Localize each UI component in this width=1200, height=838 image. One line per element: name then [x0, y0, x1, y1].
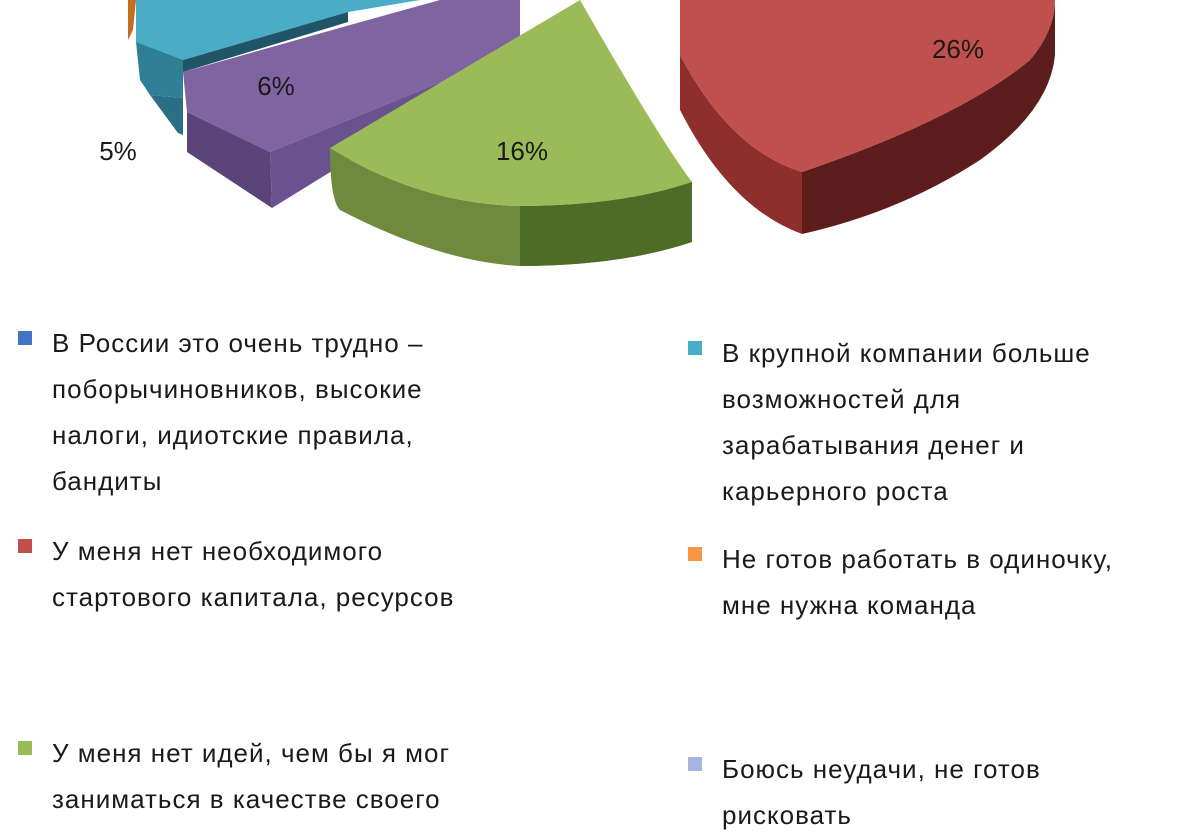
legend-label: стартового капитала, ресурсов — [52, 582, 455, 612]
legend-label: возможностей для — [722, 384, 962, 414]
legend-swatch — [18, 741, 32, 755]
legend-swatch — [688, 757, 702, 771]
legend-label: бандиты — [52, 466, 163, 496]
pie-slice-green — [330, 0, 692, 266]
pie-slice-red — [680, 0, 1055, 234]
legend-label: налоги, идиотские правила, — [52, 420, 414, 450]
legend-item: В крупной компании больше возможностей дл… — [688, 330, 1200, 514]
chart-legend: В России это очень трудно – поборычиновни… — [0, 290, 1200, 830]
pie-data-label: 5% — [99, 136, 137, 166]
legend-item: В России это очень трудно – поборычиновни… — [18, 320, 558, 504]
pie-chart: 26% 16% 6% 5% — [99, 0, 1055, 266]
pie-slice-orange — [128, 0, 136, 40]
pie-data-label: 6% — [257, 71, 295, 101]
pie-data-label: 26% — [932, 34, 984, 64]
legend-label: В России это очень трудно – — [52, 328, 424, 358]
legend-label: мне нужна команда — [722, 590, 977, 620]
legend-item: Не готов работать в одиночку, мне нужна к… — [688, 536, 1200, 628]
legend-item: Боюсь неудачи, не готов рисковать — [688, 746, 1200, 838]
legend-label: Боюсь неудачи, не готов — [722, 754, 1041, 784]
legend-swatch — [688, 341, 702, 355]
legend-label: Не готов работать в одиночку, — [722, 544, 1113, 574]
legend-label: В крупной компании больше — [722, 338, 1091, 368]
legend-swatch — [18, 331, 32, 345]
pie-data-label: 16% — [496, 136, 548, 166]
legend-swatch — [688, 547, 702, 561]
pie-slice-teal — [136, 0, 420, 135]
legend-item: У меня нет идей, чем бы я мог заниматься … — [18, 730, 558, 822]
legend-label: зарабатывания денег и — [722, 430, 1025, 460]
legend-label: рисковать — [722, 800, 852, 830]
legend-label: У меня нет необходимого — [52, 536, 384, 566]
legend-label: У меня нет идей, чем бы я мог — [52, 738, 450, 768]
legend-label: карьерного роста — [722, 476, 949, 506]
legend-swatch — [18, 539, 32, 553]
legend-label: заниматься в качестве своего — [52, 784, 441, 814]
legend-label: поборычиновников, высокие — [52, 374, 423, 404]
legend-item: У меня нет необходимого стартового капита… — [18, 528, 558, 620]
